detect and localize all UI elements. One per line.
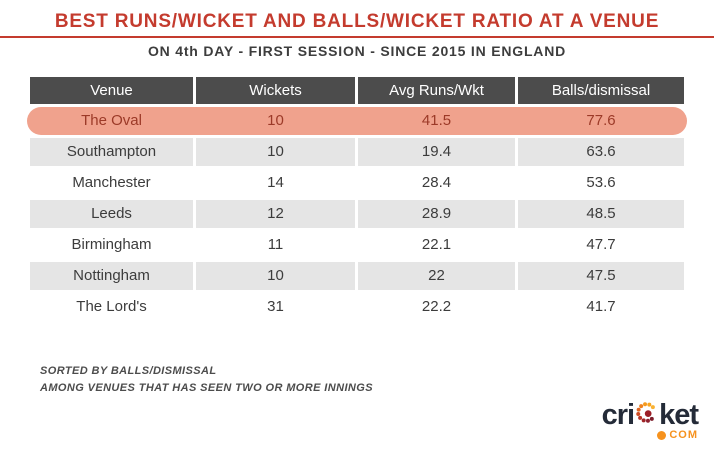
- cell-avg-runs-wkt: 22.2: [421, 298, 452, 315]
- footnotes: SORTED BY BALLS/DISMISSAL AMONG VENUES T…: [40, 363, 714, 397]
- cricket-ball-icon: [634, 399, 659, 432]
- cell-venue: Birmingham: [71, 236, 152, 253]
- cell-wickets: 10: [196, 262, 355, 290]
- cell-wickets: 10: [267, 112, 284, 129]
- column-header-balls-dismissal: Balls/dismissal: [518, 77, 684, 104]
- table-row: Manchester 14 28.4 53.6: [30, 169, 684, 197]
- logo-dot-icon: [657, 430, 667, 440]
- table-row: Birmingham 11 22.1 47.7: [30, 231, 684, 259]
- table-row: Leeds 12 28.9 48.5: [30, 200, 684, 228]
- cell-balls-dismissal: 47.7: [586, 236, 616, 253]
- cricket-com-logo: cri ket COM: [601, 399, 699, 441]
- cell-wickets: 14: [267, 174, 284, 191]
- logo-text-pre: cri: [601, 399, 635, 431]
- footnote-criteria: AMONG VENUES THAT HAS SEEN TWO OR MORE I…: [40, 382, 373, 394]
- cell-venue: The Oval: [81, 112, 142, 129]
- cell-avg-runs-wkt: 28.4: [421, 174, 452, 191]
- cell-balls-dismissal: 63.6: [518, 138, 684, 166]
- cell-venue: The Lord's: [76, 298, 147, 315]
- cell-avg-runs-wkt: 19.4: [358, 138, 515, 166]
- cell-balls-dismissal: 53.6: [586, 174, 616, 191]
- cell-avg-runs-wkt: 22: [358, 262, 515, 290]
- cell-wickets: 11: [267, 236, 284, 253]
- cell-balls-dismissal: 77.6: [586, 112, 616, 129]
- cell-venue: Nottingham: [30, 262, 193, 290]
- cell-wickets: 31: [267, 298, 284, 315]
- logo-tld-row: COM: [602, 429, 698, 441]
- stats-table: Venue Wickets Avg Runs/Wkt Balls/dismiss…: [27, 77, 687, 321]
- cell-avg-runs-wkt: 22.1: [421, 236, 452, 253]
- table-header-row: Venue Wickets Avg Runs/Wkt Balls/dismiss…: [30, 77, 684, 104]
- logo-wordmark: cri ket: [601, 399, 699, 432]
- table-row: Nottingham 10 22 47.5: [30, 262, 684, 290]
- table-row-highlighted: The Oval 10 41.5 77.6: [27, 107, 687, 135]
- cell-avg-runs-wkt: 41.5: [421, 112, 452, 129]
- table-body: The Oval 10 41.5 77.6 Southampton 10 19.4 63.6 M…: [27, 107, 687, 321]
- page-title: BEST RUNS/WICKET AND BALLS/WICKET RATIO …: [54, 11, 660, 32]
- title-underline: [0, 36, 714, 38]
- page-subtitle: ON 4th DAY - FIRST SESSION - SINCE 2015 …: [147, 43, 567, 59]
- column-header-venue: Venue: [30, 77, 193, 104]
- cell-balls-dismissal: 48.5: [518, 200, 684, 228]
- cell-avg-runs-wkt: 28.9: [358, 200, 515, 228]
- table-row: The Lord's 31 22.2 41.7: [30, 293, 684, 321]
- logo-tld: COM: [669, 429, 698, 441]
- table-row: Southampton 10 19.4 63.6: [30, 138, 684, 166]
- cell-balls-dismissal: 41.7: [586, 298, 616, 315]
- footnote-sorted-by: SORTED BY BALLS/DISMISSAL: [40, 365, 217, 377]
- cell-venue: Southampton: [30, 138, 193, 166]
- cell-venue: Leeds: [30, 200, 193, 228]
- column-header-avg-runs-wkt: Avg Runs/Wkt: [358, 77, 515, 104]
- cell-wickets: 12: [196, 200, 355, 228]
- cell-wickets: 10: [196, 138, 355, 166]
- cell-venue: Manchester: [72, 174, 151, 191]
- logo-text-post: ket: [659, 399, 699, 431]
- cell-balls-dismissal: 47.5: [518, 262, 684, 290]
- column-header-wickets: Wickets: [196, 77, 355, 104]
